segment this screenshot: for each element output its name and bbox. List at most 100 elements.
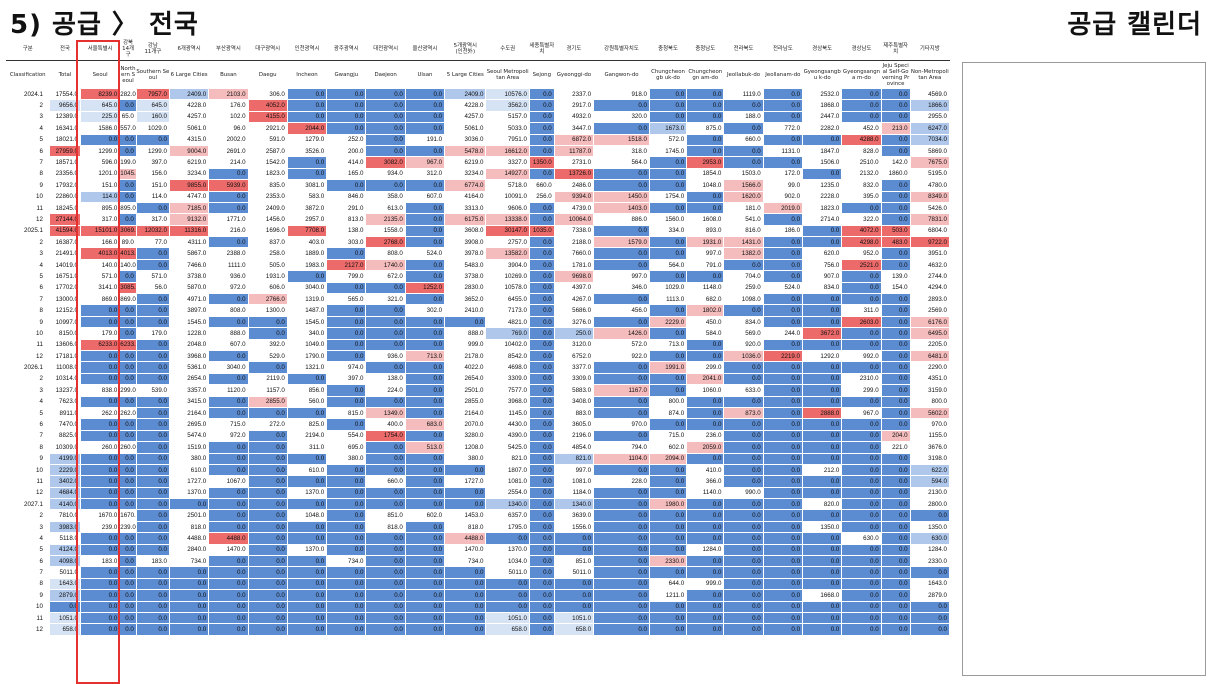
table-cell: 18021.0 (49, 134, 81, 146)
table-cell: 2521.0 (841, 259, 882, 272)
table-cell: 312.0 (405, 168, 446, 181)
table-cell: 1643.0 (49, 578, 81, 591)
row-label: 11 (6, 339, 50, 352)
row-label: 4 (6, 122, 50, 135)
table-cell: 613.0 (365, 202, 406, 215)
table-cell: 0.0 (802, 236, 843, 249)
table-cell: 0.0 (649, 566, 688, 579)
row-label: 8 (6, 441, 50, 454)
table-cell: 4140.0 (49, 498, 81, 511)
table-cell: 800.0 (910, 396, 950, 408)
header-ko-23: 제주특별자치 (881, 38, 911, 61)
table-cell: 14019.0 (49, 259, 81, 272)
table-cell: 3676.0 (910, 441, 950, 454)
table-cell: 0.0 (248, 453, 288, 465)
row-label: 9 (6, 179, 50, 192)
row-label: 12 (6, 487, 50, 500)
table-cell: 0.0 (287, 89, 328, 101)
table-cell: 228.0 (593, 475, 650, 488)
table-cell: 0.0 (365, 122, 406, 135)
table-cell: 0.0 (136, 430, 170, 443)
table-cell: 0.0 (208, 509, 249, 522)
row-label: 7 (6, 430, 50, 443)
table-cell: 0.0 (881, 407, 911, 420)
table-cell: 0.0 (723, 601, 764, 613)
table-cell: 0.0 (649, 418, 688, 431)
table-cell: 846.0 (326, 191, 367, 203)
table-cell: 2855.0 (248, 396, 288, 408)
table-cell: 0.0 (841, 498, 882, 511)
table-cell: 0.0 (208, 623, 249, 636)
table-cell: 0.0 (763, 566, 804, 579)
table-cell: 2409.0 (169, 89, 210, 101)
table-cell: 0.0 (326, 475, 367, 488)
table-cell: 2130.0 (910, 487, 950, 500)
table-cell: 0.0 (881, 453, 911, 465)
table-cell: 138.0 (326, 225, 367, 238)
table-cell: 3605.0 (554, 418, 595, 431)
table-cell: 13726.0 (554, 168, 595, 181)
table-cell: 0.0 (649, 487, 688, 500)
table-cell: 151.0 (136, 179, 170, 192)
table-cell: 6495.0 (910, 327, 950, 340)
table-cell: 0.0 (365, 487, 406, 500)
table-cell: 6752.0 (554, 350, 595, 363)
table-row: 9 17932.0 151.0 0.0 151.0 9855.0 5939.0 835.0 30… (6, 179, 950, 192)
table-row: 10 0.0 0.0 0.0 0.0 0.0 0.0 0.0 0.0 0.0 0.0 0.0 0.0 0.… (6, 601, 950, 613)
table-cell: 756.0 (802, 259, 843, 272)
table-cell: 0.0 (326, 304, 367, 317)
table-cell: 0.0 (723, 566, 764, 579)
table-cell: 0.0 (119, 487, 137, 500)
table-cell: 303.0 (326, 236, 367, 249)
table-cell: 0.0 (881, 555, 911, 568)
table-cell: 591.0 (248, 134, 288, 146)
table-cell: 0.0 (405, 464, 446, 477)
table-cell: 450.0 (686, 316, 725, 329)
table-cell: 2757.0 (485, 236, 530, 249)
table-cell: 0.0 (287, 475, 328, 488)
table-cell: 0.0 (326, 89, 367, 101)
table-cell: 0.0 (119, 623, 137, 636)
table-cell: 0.0 (136, 532, 170, 545)
table-cell: 0.0 (326, 418, 367, 431)
table-cell: 0.0 (802, 475, 843, 488)
table-cell: 1350.0 (802, 521, 843, 534)
table-cell: 0.0 (326, 339, 367, 352)
table-cell: 1931.0 (248, 270, 288, 283)
table-cell: 644.0 (649, 578, 688, 591)
header-en-10: Daejeon (374, 72, 397, 78)
table-cell: 0.0 (686, 566, 725, 579)
table-cell: 0.0 (723, 612, 764, 625)
table-cell: 800.0 (649, 396, 688, 408)
table-cell: 9855.0 (169, 179, 210, 192)
table-cell: 1781.0 (554, 259, 595, 272)
table-cell: 0.0 (248, 316, 288, 329)
table-cell: 0.0 (529, 601, 555, 613)
table-cell: 1866.0 (910, 99, 950, 112)
table-cell: 2714.0 (802, 213, 843, 226)
table-cell: 832.0 (841, 179, 882, 192)
table-cell: 2691.0 (208, 145, 249, 158)
table-cell: 0.0 (365, 304, 406, 317)
table-cell: 3738.0 (444, 270, 487, 283)
table-cell: 0.0 (529, 350, 555, 363)
table-cell: 0.0 (763, 259, 804, 272)
table-cell: 835.0 (248, 179, 288, 192)
table-cell: 0.0 (444, 487, 487, 500)
table-cell: 0.0 (686, 498, 725, 511)
header-ko-19: 전라북도 (723, 38, 764, 61)
table-cell: 0.0 (841, 282, 882, 295)
table-cell: 0.0 (649, 532, 688, 545)
header-ko-3: 강북 14개구 (119, 38, 137, 61)
table-cell: 17181.0 (49, 350, 81, 363)
table-cell: 0.0 (593, 532, 650, 545)
header-en-11: Ulsan (417, 72, 433, 78)
table-cell: 513.0 (405, 441, 446, 454)
table-cell: 0.0 (405, 384, 446, 397)
table-cell: 0.0 (686, 111, 725, 124)
table-cell: 0.0 (881, 544, 911, 557)
table-cell: 1321.0 (287, 361, 328, 374)
table-cell: 0.0 (169, 589, 210, 602)
table-cell: 0.0 (723, 532, 764, 545)
table-cell: 380.0 (326, 453, 367, 465)
